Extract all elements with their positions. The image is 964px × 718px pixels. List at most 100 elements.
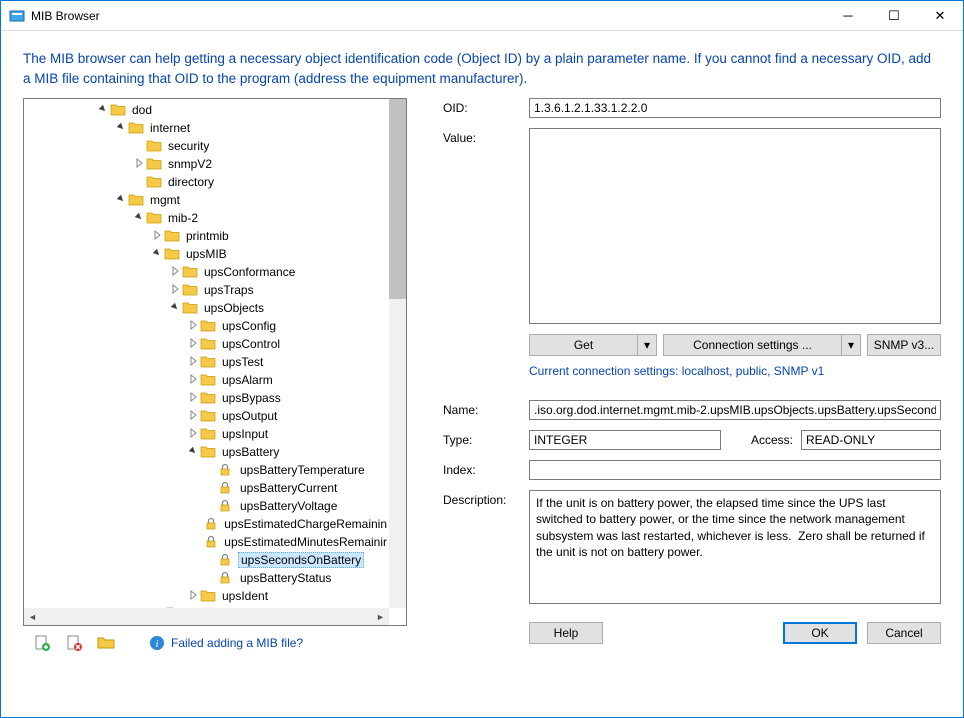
expander-icon[interactable] — [132, 212, 146, 225]
tree-node-upsConformance[interactable]: upsConformance — [24, 263, 389, 281]
expander-icon[interactable] — [186, 320, 200, 333]
tree-node-upsBatteryVoltage[interactable]: upsBatteryVoltage — [24, 497, 389, 515]
tree-node-snmpV2[interactable]: snmpV2 — [24, 155, 389, 173]
tree-node-mgmt[interactable]: mgmt — [24, 191, 389, 209]
connection-settings-dropdown-button[interactable]: ▾ — [841, 334, 861, 356]
folder-icon — [146, 157, 162, 171]
tree-node-label: upsTest — [220, 355, 265, 369]
tree-node-label: upsBatteryCurrent — [238, 481, 339, 495]
tree-node-printmib[interactable]: printmib — [24, 227, 389, 245]
tree-node-upsConfig[interactable]: upsConfig — [24, 317, 389, 335]
tree-node-upsEstimatedChargeRemainin[interactable]: upsEstimatedChargeRemainin — [24, 515, 389, 533]
expander-icon[interactable] — [114, 194, 128, 207]
type-input[interactable] — [529, 430, 721, 450]
expander-icon[interactable] — [150, 230, 164, 243]
snmp-v3-button[interactable]: SNMP v3... — [867, 334, 941, 356]
tree-node-upsEstimatedMinutesRemainir[interactable]: upsEstimatedMinutesRemainir — [24, 533, 389, 551]
svg-text:i: i — [155, 638, 158, 650]
ok-button[interactable]: OK — [783, 622, 857, 644]
description-textarea[interactable]: If the unit is on battery power, the ela… — [529, 490, 941, 604]
index-input[interactable] — [529, 460, 941, 480]
tree-node-upsTest[interactable]: upsTest — [24, 353, 389, 371]
expander-icon[interactable] — [186, 446, 200, 459]
get-button[interactable]: Get — [529, 334, 637, 356]
titlebar: MIB Browser ─ ☐ ✕ — [1, 1, 963, 31]
tree-node-label: security — [166, 139, 211, 153]
tree-node-upsInput[interactable]: upsInput — [24, 425, 389, 443]
folder-icon — [200, 319, 216, 333]
expander-icon[interactable] — [168, 266, 182, 279]
tree-node-label: printmib — [184, 229, 231, 243]
tree-node-upsSecondsOnBattery[interactable]: upsSecondsOnBattery — [24, 551, 389, 569]
tree-node-upsBatteryCurrent[interactable]: upsBatteryCurrent — [24, 479, 389, 497]
expander-icon[interactable] — [186, 374, 200, 387]
access-input[interactable] — [801, 430, 941, 450]
tree-node-dod[interactable]: dod — [24, 101, 389, 119]
tree-node-upsBattery[interactable]: upsBattery — [24, 443, 389, 461]
oid-input[interactable] — [529, 98, 941, 118]
tree-node-upsControl[interactable]: upsControl — [24, 335, 389, 353]
get-dropdown-button[interactable]: ▾ — [637, 334, 657, 356]
folder-icon — [164, 229, 180, 243]
expander-icon[interactable] — [186, 410, 200, 423]
connection-status: Current connection settings: localhost, … — [529, 364, 941, 378]
tree-node-label: mib-2 — [166, 211, 200, 225]
tree-node-label: upsSecondsOnBattery — [238, 552, 364, 568]
tree-node-label: upsConformance — [202, 265, 297, 279]
tree-node-upsIdent[interactable]: upsIdent — [24, 587, 389, 605]
expander-icon[interactable] — [132, 158, 146, 171]
minimize-button[interactable]: ─ — [825, 1, 871, 31]
expander-icon[interactable] — [186, 590, 200, 603]
help-button[interactable]: Help — [529, 622, 603, 644]
folder-icon — [182, 301, 198, 315]
expander-icon[interactable] — [186, 392, 200, 405]
expander-icon[interactable] — [186, 428, 200, 441]
expander-icon[interactable] — [168, 302, 182, 315]
lock-icon — [218, 463, 234, 477]
lock-icon — [204, 535, 218, 549]
expander-icon[interactable] — [168, 284, 182, 297]
maximize-button[interactable]: ☐ — [871, 1, 917, 31]
tree-node-upsBypass[interactable]: upsBypass — [24, 389, 389, 407]
close-button[interactable]: ✕ — [917, 1, 963, 31]
tree-node-security[interactable]: security — [24, 137, 389, 155]
cancel-button[interactable]: Cancel — [867, 622, 941, 644]
tree-node-upsOutput[interactable]: upsOutput — [24, 407, 389, 425]
expander-icon[interactable] — [114, 122, 128, 135]
tree-node-upsTraps[interactable]: upsTraps — [24, 281, 389, 299]
tree-node-label: upsEstimatedChargeRemainin — [222, 517, 389, 531]
connection-settings-button[interactable]: Connection settings ... — [663, 334, 841, 356]
tree-node-label: upsObjects — [202, 301, 266, 315]
tree-node-upsMIB[interactable]: upsMIB — [24, 245, 389, 263]
tree-node-label: dod — [130, 103, 154, 117]
tree-node-upsBatteryStatus[interactable]: upsBatteryStatus — [24, 569, 389, 587]
tree-node-mib-2[interactable]: mib-2 — [24, 209, 389, 227]
tree-node-internet[interactable]: internet — [24, 119, 389, 137]
folder-icon — [146, 139, 162, 153]
folder-icon — [200, 445, 216, 459]
name-label: Name: — [443, 400, 523, 420]
name-input[interactable] — [529, 400, 941, 420]
folder-icon — [110, 103, 126, 117]
add-mib-icon[interactable] — [33, 634, 51, 652]
failed-adding-link[interactable]: i Failed adding a MIB file? — [149, 635, 303, 651]
expander-icon[interactable] — [186, 356, 200, 369]
expander-icon[interactable] — [96, 104, 110, 117]
tree-node-label: internet — [148, 121, 192, 135]
expander-icon[interactable] — [186, 338, 200, 351]
mib-tree[interactable]: dod internet security snmpV2directorymgmt mi… — [23, 98, 407, 626]
tree-node-label: upsInput — [220, 427, 270, 441]
tree-node-directory[interactable]: directory — [24, 173, 389, 191]
tree-node-upsAlarm[interactable]: upsAlarm — [24, 371, 389, 389]
open-folder-icon[interactable] — [97, 634, 115, 652]
lock-icon — [218, 481, 234, 495]
vertical-scrollbar[interactable] — [389, 99, 406, 608]
expander-icon[interactable] — [150, 248, 164, 261]
tree-node-upsBatteryTemperature[interactable]: upsBatteryTemperature — [24, 461, 389, 479]
value-textarea[interactable] — [529, 128, 941, 324]
folder-icon — [146, 175, 162, 189]
remove-mib-icon[interactable] — [65, 634, 83, 652]
tree-node-upsObjects[interactable]: upsObjects — [24, 299, 389, 317]
tree-node-label: upsIdent — [220, 589, 270, 603]
horizontal-scrollbar[interactable]: ◄► — [24, 608, 389, 625]
